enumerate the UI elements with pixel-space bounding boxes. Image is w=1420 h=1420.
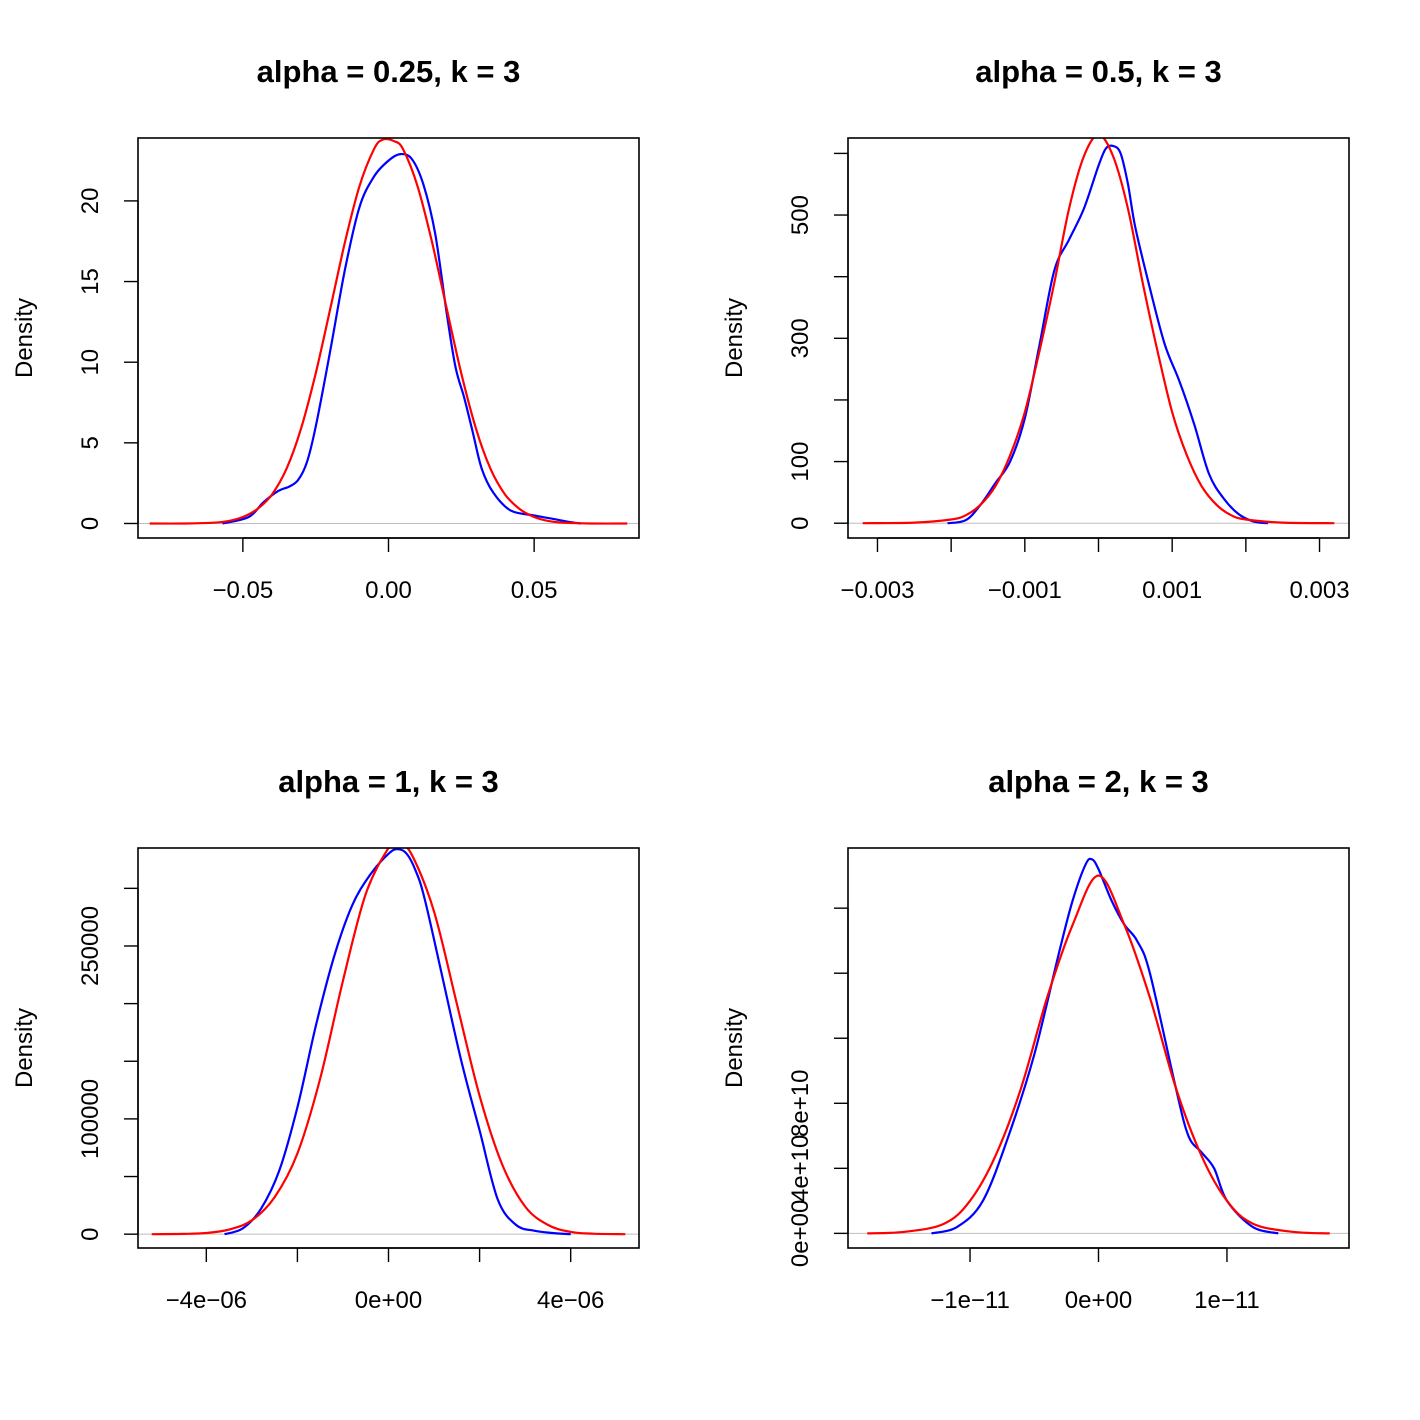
x-tick-label: −0.003 [840, 577, 914, 604]
chart-panel-4: alpha = 2, k = 3 Density −1e−11 0e+00 1e−11 0… [721, 764, 1350, 1314]
plot-frame [137, 137, 640, 539]
chart-title: alpha = 2, k = 3 [988, 764, 1209, 799]
y-axis-label: Density [11, 298, 38, 378]
y-tick-label: 0 [787, 517, 814, 530]
y-tick-label: 15 [77, 268, 104, 295]
y-tick-label: 4e+10 [787, 1135, 814, 1202]
density-curve-red [867, 874, 1330, 1235]
x-tick-label: −4e−06 [166, 1287, 247, 1314]
x-tick-label: 0.00 [365, 577, 412, 604]
y-axis-label: Density [11, 1008, 38, 1088]
plot-frame [847, 847, 1350, 1249]
y-tick-label: 250000 [77, 906, 104, 986]
chart-title: alpha = 0.25, k = 3 [257, 54, 521, 89]
x-tick-label: −0.001 [988, 577, 1062, 604]
chart-title: alpha = 1, k = 3 [278, 764, 499, 799]
y-tick-label: 20 [77, 188, 104, 215]
chart-panel-3: alpha = 1, k = 3 Density −4e−06 0e+00 4e−06 0… [11, 764, 640, 1314]
density-curve-red [149, 138, 628, 525]
y-tick-label: 5 [77, 436, 104, 449]
y-axis-label: Density [721, 298, 748, 378]
y-tick-label: 0 [77, 1227, 104, 1240]
x-tick-label: 0.05 [511, 577, 558, 604]
x-tick-label: 0e+00 [355, 1287, 422, 1314]
chart-title: alpha = 0.5, k = 3 [975, 54, 1221, 89]
density-curve-red [862, 138, 1335, 525]
density-curve-blue [947, 144, 1269, 525]
y-tick-label: 8e+10 [787, 1070, 814, 1137]
plot-frame [137, 847, 640, 1249]
chart-panel-2: alpha = 0.5, k = 3 Density −0.003 −0.001 0.0… [721, 54, 1350, 604]
y-tick-label: 0e+00 [787, 1200, 814, 1267]
plot-frame [847, 137, 1350, 539]
y-tick-label: 100000 [77, 1079, 104, 1159]
x-tick-label: −0.05 [212, 577, 273, 604]
y-tick-label: 10 [77, 349, 104, 376]
x-tick-label: −1e−11 [930, 1287, 1010, 1314]
y-tick-label: 500 [787, 195, 814, 235]
y-tick-label: 100 [787, 442, 814, 482]
density-curve-red [151, 848, 626, 1236]
x-tick-label: 1e−11 [1194, 1287, 1260, 1314]
y-tick-label: 0 [77, 517, 104, 530]
density-curve-blue [931, 857, 1279, 1235]
density-curve-blue [222, 152, 581, 525]
density-curve-blue [224, 848, 571, 1236]
chart-panel-1: alpha = 0.25, k = 3 Density −0.05 0.00 0.05 0… [11, 54, 640, 604]
x-tick-label: 0.003 [1289, 577, 1349, 604]
x-tick-label: 4e−06 [537, 1287, 604, 1314]
x-tick-label: 0e+00 [1065, 1287, 1132, 1314]
x-tick-label: 0.001 [1142, 577, 1202, 604]
y-tick-label: 300 [787, 318, 814, 358]
y-axis-label: Density [721, 1008, 748, 1088]
